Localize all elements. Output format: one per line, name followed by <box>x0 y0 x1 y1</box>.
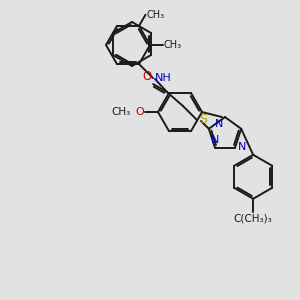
Text: N: N <box>211 135 219 145</box>
Text: N: N <box>214 119 223 129</box>
Text: S: S <box>199 112 207 126</box>
Text: NH: NH <box>155 73 172 83</box>
Text: CH₃: CH₃ <box>146 10 165 20</box>
Text: CH₃: CH₃ <box>112 107 131 117</box>
Text: C(CH₃)₃: C(CH₃)₃ <box>234 214 272 224</box>
Text: N: N <box>238 142 246 152</box>
Text: O: O <box>142 70 151 83</box>
Text: CH₃: CH₃ <box>164 40 182 50</box>
Text: O: O <box>135 107 144 117</box>
